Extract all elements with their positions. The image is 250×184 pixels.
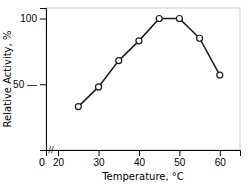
x-tick-label: 20 (53, 157, 65, 168)
chart: 20 30 40 50 60 50 — 100 0// Temperature, °C Relat… (0, 0, 250, 184)
point (176, 16, 182, 22)
x-tick: 50 (174, 150, 186, 168)
x-tick-mark (139, 150, 140, 156)
x-tick-label: 30 (93, 157, 105, 168)
x-axis: 20 30 40 50 60 (47, 150, 241, 168)
y-axis-line (40, 9, 47, 151)
x-tick: 60 (215, 150, 227, 168)
point (217, 72, 223, 78)
y-axis: 50 — 100 (13, 9, 46, 151)
y-tick-label: 100 (20, 13, 37, 24)
point (156, 16, 162, 22)
x-tick-label: 60 (215, 157, 227, 168)
point (136, 38, 142, 44)
y-axis-title: Relative Activity, % (2, 31, 13, 128)
line (78, 19, 219, 107)
point (75, 104, 81, 110)
y-tick-mark (40, 19, 46, 20)
point (96, 84, 102, 90)
annotation: 0 (39, 157, 45, 168)
x-tick: 40 (134, 150, 146, 168)
x-axis-title: Temperature, °C (101, 171, 184, 182)
x-tick: 30 (93, 150, 105, 168)
annotation: // (48, 146, 54, 155)
x-tick-mark (99, 150, 100, 156)
x-axis-line (47, 151, 241, 157)
x-tick-mark (179, 150, 180, 156)
x-tick-label: 40 (134, 157, 146, 168)
y-tick: 100 (20, 13, 46, 24)
plot-frame (46, 8, 240, 150)
y-tick: 50 — (13, 79, 46, 90)
x-tick-mark (58, 150, 59, 156)
y-tick-label: 50 — (13, 79, 37, 90)
point (197, 35, 203, 41)
x-tick-mark (220, 150, 221, 156)
plot: 20 30 40 50 60 50 — 100 0// (13, 8, 240, 168)
point (116, 58, 122, 64)
y-tick-mark (40, 84, 46, 85)
x-tick-label: 50 (174, 157, 186, 168)
series (75, 16, 222, 110)
x-tick: 20 (53, 150, 65, 168)
